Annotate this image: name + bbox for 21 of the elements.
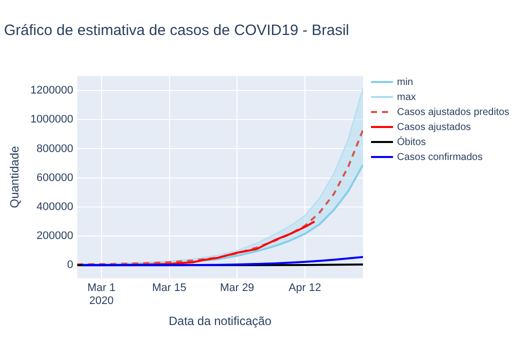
y-tick-label: 1000000	[30, 114, 74, 126]
legend-label: Óbitos	[397, 136, 426, 148]
x-tick-label: Apr 12	[288, 282, 322, 294]
legend-label: Casos ajustados preditos	[397, 106, 510, 118]
legend-label: max	[397, 92, 416, 103]
y-tick-label: 600000	[36, 172, 74, 184]
legend-label: Casos ajustados	[397, 122, 471, 133]
line-series	[77, 128, 363, 266]
x-axis-title: Data da notificação	[168, 314, 272, 328]
y-tick-label: 0	[67, 259, 74, 272]
legend-label: min	[397, 76, 414, 88]
legend-label: Casos confirmados	[397, 152, 483, 163]
x-tick-label: Mar 1 2020	[87, 282, 116, 308]
y-tick-label: 1200000	[30, 84, 74, 97]
y-axis-title: Quantidade	[8, 146, 22, 208]
x-tick-label: Mar 15	[152, 282, 186, 294]
y-tick-label: 200000	[36, 230, 74, 242]
x-tick-label: Mar 29	[220, 282, 254, 294]
y-tick-label: 800000	[36, 142, 74, 155]
chart-title: Gráfico de estimativa de casos de COVID19 - Brasil	[4, 22, 350, 40]
y-tick-label: 400000	[36, 200, 74, 213]
